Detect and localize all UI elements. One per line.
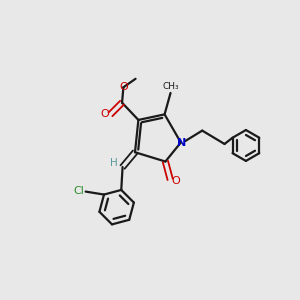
Text: O: O [171,176,180,185]
Text: N: N [177,138,186,148]
Text: O: O [119,82,128,92]
Text: Cl: Cl [74,186,85,196]
Text: O: O [101,109,110,119]
Text: H: H [110,158,118,169]
Text: CH₃: CH₃ [163,82,179,91]
